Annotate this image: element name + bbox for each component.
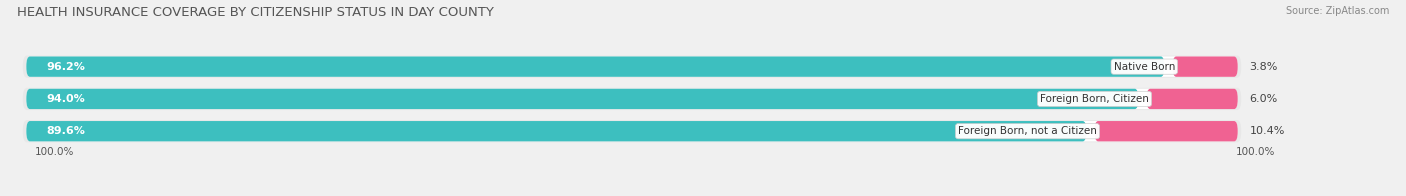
FancyBboxPatch shape xyxy=(1094,121,1237,141)
Text: HEALTH INSURANCE COVERAGE BY CITIZENSHIP STATUS IN DAY COUNTY: HEALTH INSURANCE COVERAGE BY CITIZENSHIP… xyxy=(17,6,494,19)
Text: Foreign Born, not a Citizen: Foreign Born, not a Citizen xyxy=(957,126,1097,136)
Text: 96.2%: 96.2% xyxy=(46,62,86,72)
Text: Native Born: Native Born xyxy=(1114,62,1175,72)
FancyBboxPatch shape xyxy=(27,56,1164,77)
Text: Foreign Born, Citizen: Foreign Born, Citizen xyxy=(1040,94,1149,104)
Text: 3.8%: 3.8% xyxy=(1250,62,1278,72)
FancyBboxPatch shape xyxy=(27,89,1139,109)
Text: 10.4%: 10.4% xyxy=(1250,126,1285,136)
FancyBboxPatch shape xyxy=(27,121,1237,141)
Text: 94.0%: 94.0% xyxy=(46,94,86,104)
FancyBboxPatch shape xyxy=(1147,89,1237,109)
Text: 89.6%: 89.6% xyxy=(46,126,86,136)
Text: 100.0%: 100.0% xyxy=(35,147,75,157)
FancyBboxPatch shape xyxy=(27,89,1237,109)
Text: 100.0%: 100.0% xyxy=(1236,147,1275,157)
FancyBboxPatch shape xyxy=(22,55,1241,78)
FancyBboxPatch shape xyxy=(1173,56,1237,77)
Text: 6.0%: 6.0% xyxy=(1250,94,1278,104)
FancyBboxPatch shape xyxy=(27,121,1087,141)
Text: Source: ZipAtlas.com: Source: ZipAtlas.com xyxy=(1285,6,1389,16)
FancyBboxPatch shape xyxy=(22,88,1241,110)
FancyBboxPatch shape xyxy=(22,120,1241,142)
FancyBboxPatch shape xyxy=(27,56,1237,77)
